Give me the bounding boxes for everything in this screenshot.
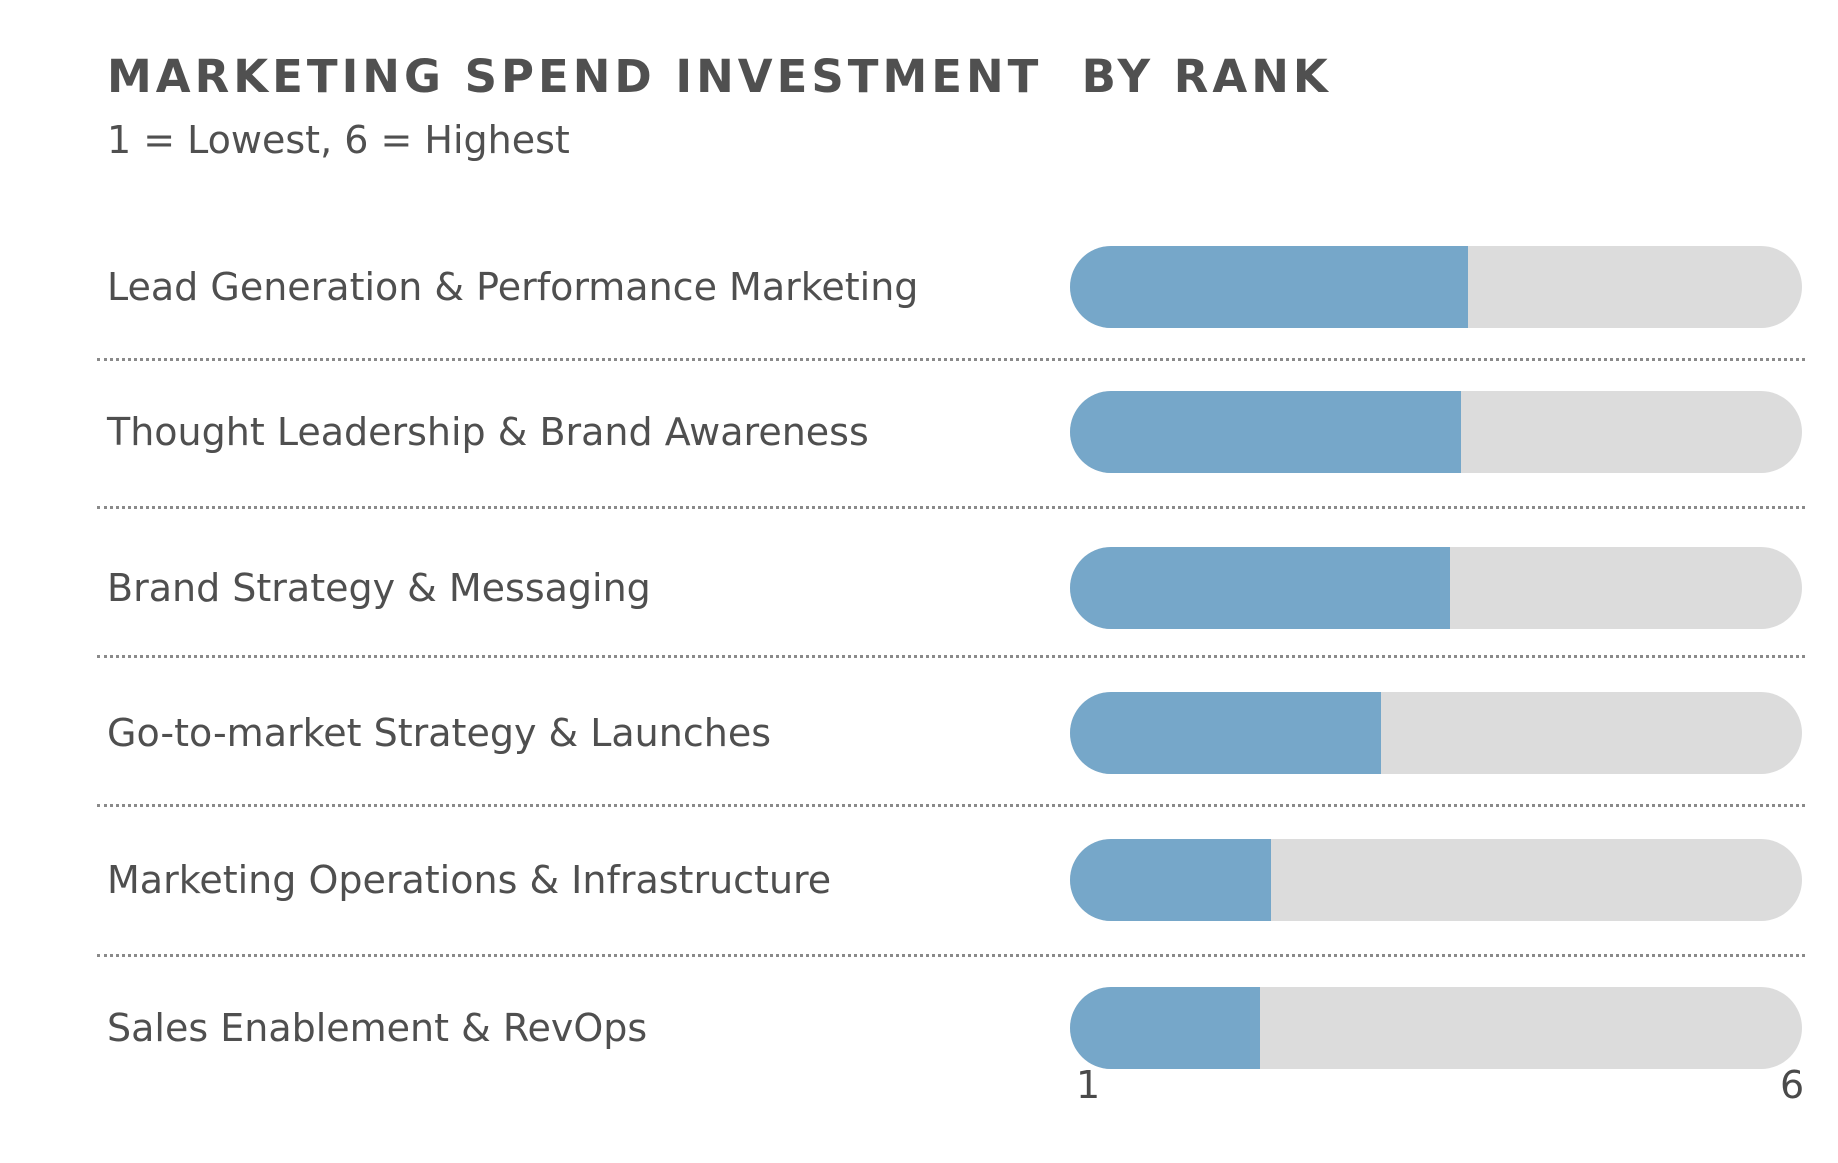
- bar-fill: [1070, 987, 1260, 1069]
- row-divider: [97, 506, 1805, 509]
- bar-track: [1070, 246, 1802, 328]
- chart-title: MARKETING SPEND INVESTMENT BY RANK: [107, 50, 1332, 103]
- bar-track: [1070, 987, 1802, 1069]
- row-divider: [97, 804, 1805, 807]
- category-label: Go-to-market Strategy & Launches: [107, 711, 771, 755]
- bar-track: [1070, 692, 1802, 774]
- category-label: Sales Enablement & RevOps: [107, 1006, 648, 1050]
- bar-track: [1070, 547, 1802, 629]
- row-divider: [97, 358, 1805, 361]
- bar-fill: [1070, 246, 1469, 328]
- bar-fill: [1070, 391, 1462, 473]
- chart-subtitle: 1 = Lowest, 6 = Highest: [107, 118, 570, 162]
- row-divider: [97, 655, 1805, 658]
- bar-track: [1070, 391, 1802, 473]
- bar-fill: [1070, 692, 1381, 774]
- row-divider: [97, 954, 1805, 957]
- bar-track: [1070, 839, 1802, 921]
- x-tick-label-min: 1: [1076, 1063, 1101, 1107]
- x-tick-label-max: 6: [1780, 1063, 1805, 1107]
- bar-fill: [1070, 839, 1272, 921]
- category-label: Brand Strategy & Messaging: [107, 566, 651, 610]
- category-label: Lead Generation & Performance Marketing: [107, 265, 919, 309]
- bar-fill: [1070, 547, 1450, 629]
- category-label: Marketing Operations & Infrastructure: [107, 858, 832, 902]
- category-label: Thought Leadership & Brand Awareness: [107, 410, 869, 454]
